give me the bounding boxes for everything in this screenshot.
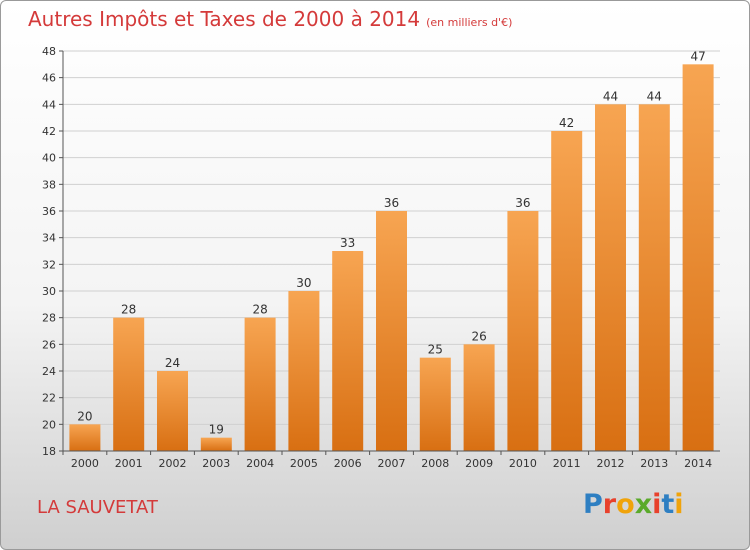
y-tick-label: 28: [42, 312, 56, 325]
x-tick-label: 2013: [640, 457, 668, 470]
bar-2010: [507, 211, 539, 451]
y-tick-labels: 18 20 22 24 26 28 30 32 34 36 38 40 42 44 46 48: [42, 45, 56, 458]
y-tick-label: 48: [42, 45, 56, 58]
x-tick-label: 2010: [509, 457, 537, 470]
logo-letter: x: [634, 489, 653, 520]
unit-label: (en milliers d'€): [426, 16, 513, 29]
y-tick-label: 24: [42, 365, 56, 378]
bar-2007: [376, 211, 407, 451]
x-tick-label: 2009: [465, 457, 493, 470]
bar-2014: [682, 64, 714, 452]
bar-2003: [200, 437, 232, 451]
y-tick-label: 26: [42, 338, 56, 351]
bar-2000: [69, 424, 101, 451]
bar-2009: [463, 344, 495, 451]
bar-2006: [332, 251, 364, 451]
y-tick-label: 46: [42, 72, 56, 85]
value-labels: 20 28 24 19 28 30 33 36 25 26 36 42 44 44 47: [77, 49, 705, 436]
logo-letter: P: [583, 489, 603, 520]
y-tick-label: 22: [42, 392, 56, 405]
x-tick-label: 2007: [378, 457, 406, 470]
value-label: 19: [209, 423, 224, 437]
value-label: 42: [559, 116, 574, 130]
x-tick-label: 2006: [334, 457, 362, 470]
value-label: 24: [165, 356, 180, 370]
x-tick-label: 2011: [553, 457, 581, 470]
x-tick-label: 2004: [246, 457, 274, 470]
bar-2012: [595, 104, 626, 451]
value-label: 25: [428, 343, 443, 357]
bar-2001: [113, 317, 145, 451]
y-tick-label: 34: [42, 232, 56, 245]
value-label: 44: [647, 89, 662, 103]
bars: [69, 64, 714, 452]
y-tick-label: 42: [42, 125, 56, 138]
commune-name: LA SAUVETAT: [37, 497, 158, 518]
y-tick-label: 40: [42, 152, 56, 165]
x-tick-label: 2012: [597, 457, 625, 470]
logo-letter: i: [652, 489, 662, 520]
value-label: 20: [77, 409, 92, 423]
logo-letter: o: [616, 489, 635, 520]
logo-letter: t: [661, 489, 675, 520]
y-tick-label: 20: [42, 418, 56, 431]
bar-2008: [419, 357, 451, 451]
y-tick-label: 38: [42, 178, 56, 191]
bar-2002: [157, 371, 188, 451]
x-tick-label: 2000: [71, 457, 99, 470]
title-text: Autres Impôts et Taxes de 2000 à 2014: [28, 7, 421, 31]
value-label: 47: [690, 49, 705, 63]
value-label: 30: [296, 276, 311, 290]
value-label: 33: [340, 236, 355, 250]
y-tick-label: 36: [42, 205, 56, 218]
bar-2005: [288, 291, 320, 451]
axes: [62, 51, 720, 455]
x-tick-label: 2005: [290, 457, 318, 470]
chart-title: Autres Impôts et Taxes de 2000 à 2014 (en…: [28, 7, 512, 31]
value-label: 28: [252, 303, 267, 317]
y-tick-label: 32: [42, 258, 56, 271]
x-tick-label: 2008: [421, 457, 449, 470]
x-tick-labels: 2000 2001 2002 2003 2004 2005 2006 2007 2008 2009…: [71, 457, 712, 470]
bar-2011: [551, 131, 583, 451]
proxiti-logo[interactable]: Proxiti: [583, 489, 684, 520]
y-tick-label: 44: [42, 98, 56, 111]
logo-letter: r: [602, 489, 617, 520]
value-label: 44: [603, 89, 618, 103]
x-tick-label: 2001: [115, 457, 143, 470]
x-tick-label: 2002: [159, 457, 187, 470]
value-label: 28: [121, 303, 136, 317]
x-tick-label: 2014: [684, 457, 712, 470]
y-tick-label: 18: [42, 445, 56, 458]
y-tick-label: 30: [42, 285, 56, 298]
bar-2013: [638, 104, 670, 451]
value-label: 26: [471, 329, 486, 343]
bar-2004: [244, 317, 276, 451]
value-label: 36: [384, 196, 399, 210]
value-label: 36: [515, 196, 530, 210]
logo-letter: i: [674, 489, 684, 520]
x-tick-label: 2003: [202, 457, 230, 470]
